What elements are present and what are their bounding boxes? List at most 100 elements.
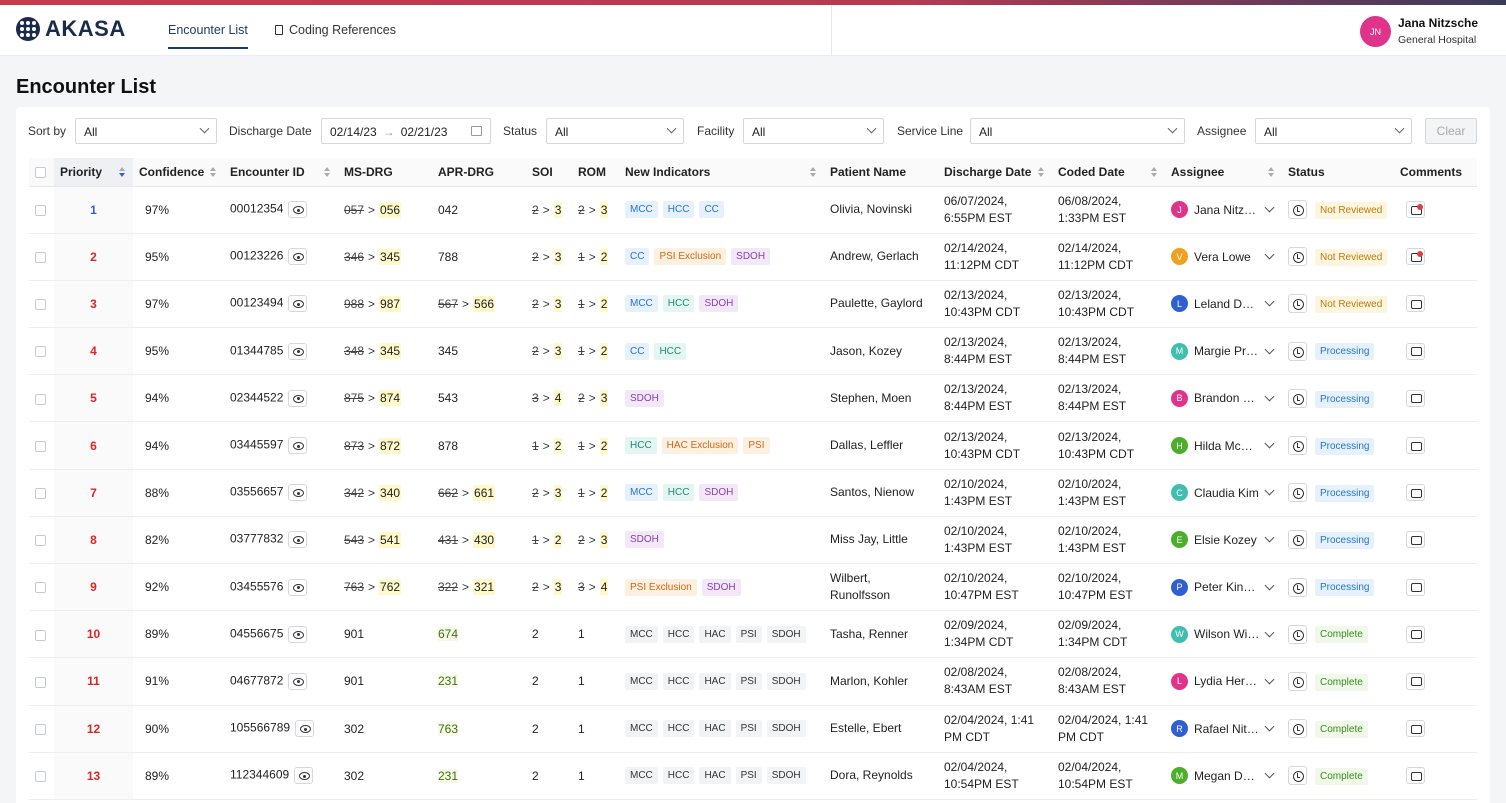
row-checkbox[interactable] bbox=[35, 629, 46, 641]
comment-icon[interactable] bbox=[1406, 720, 1425, 738]
eye-icon[interactable] bbox=[288, 437, 308, 455]
assignee-cell[interactable]: B Brandon Lee bbox=[1165, 374, 1282, 423]
assignee-cell[interactable]: C Claudia Kim bbox=[1165, 469, 1282, 517]
comment-icon[interactable] bbox=[1406, 201, 1425, 219]
comment-icon[interactable] bbox=[1406, 578, 1425, 596]
history-icon[interactable] bbox=[1288, 388, 1307, 408]
assignee-dropdown[interactable]: M Megan Dare bbox=[1171, 767, 1276, 785]
clear-filters-button[interactable]: Clear bbox=[1425, 118, 1477, 144]
tab-encounter-list[interactable]: Encounter List bbox=[168, 23, 248, 37]
comment-icon[interactable] bbox=[1406, 437, 1425, 455]
history-icon[interactable] bbox=[1288, 294, 1307, 314]
table-row[interactable]: 9 92% 03455576 763 >762 322 >321 2 >3 3 >4 PSI Excl… bbox=[29, 563, 1477, 612]
eye-icon[interactable] bbox=[288, 389, 308, 407]
assignee-dropdown[interactable]: P Peter Kinney bbox=[1171, 578, 1276, 596]
row-checkbox[interactable] bbox=[35, 440, 46, 452]
table-row[interactable]: 1 97% 00012354 057 >056 042 2 >3 2 >3 MCC HCC CC Oliv… bbox=[29, 186, 1477, 234]
row-checkbox[interactable] bbox=[35, 488, 46, 500]
table-row[interactable]: 7 88% 03556657 342 >340 662 >661 2 >3 1 >2 MCC HCC SD… bbox=[29, 469, 1477, 517]
col-encounter-id[interactable]: Encounter ID bbox=[224, 158, 338, 187]
row-checkbox[interactable] bbox=[35, 771, 46, 783]
eye-icon[interactable] bbox=[288, 484, 308, 502]
eye-icon[interactable] bbox=[295, 720, 315, 738]
row-checkbox[interactable] bbox=[35, 723, 46, 735]
comment-icon[interactable] bbox=[1406, 389, 1425, 407]
history-icon[interactable] bbox=[1288, 719, 1307, 739]
assignee-dropdown[interactable]: V Vera Lowe bbox=[1171, 248, 1276, 266]
user-avatar[interactable]: JN bbox=[1360, 16, 1391, 47]
eye-icon[interactable] bbox=[294, 767, 314, 785]
history-icon[interactable] bbox=[1288, 624, 1307, 644]
status-select[interactable]: All bbox=[546, 118, 684, 144]
facility-select[interactable]: All bbox=[743, 118, 884, 144]
sort-by-select[interactable]: All bbox=[75, 118, 217, 144]
row-checkbox[interactable] bbox=[35, 676, 46, 688]
eye-icon[interactable] bbox=[288, 625, 308, 643]
comment-icon[interactable] bbox=[1406, 531, 1425, 549]
history-icon[interactable] bbox=[1288, 766, 1307, 786]
comment-icon[interactable] bbox=[1406, 484, 1425, 502]
comment-icon[interactable] bbox=[1406, 342, 1425, 360]
row-checkbox[interactable] bbox=[35, 535, 46, 547]
assignee-select[interactable]: All bbox=[1255, 118, 1412, 144]
assignee-cell[interactable]: L Lydia Herman bbox=[1165, 657, 1282, 706]
eye-icon[interactable] bbox=[288, 531, 308, 549]
comment-icon[interactable] bbox=[1406, 295, 1425, 313]
col-assignee[interactable]: Assignee bbox=[1165, 158, 1282, 187]
comment-icon[interactable] bbox=[1406, 767, 1425, 785]
assignee-dropdown[interactable]: M Margie Price bbox=[1171, 342, 1276, 360]
assignee-cell[interactable]: V Vera Lowe bbox=[1165, 233, 1282, 281]
row-checkbox[interactable] bbox=[35, 346, 46, 358]
row-checkbox[interactable] bbox=[35, 204, 46, 216]
date-to[interactable]: 02/21/23 bbox=[400, 125, 448, 139]
row-checkbox[interactable] bbox=[35, 252, 46, 264]
history-icon[interactable] bbox=[1288, 200, 1307, 220]
col-coded-date[interactable]: Coded Date bbox=[1052, 158, 1165, 187]
table-row[interactable]: 10 89% 04556675 901 674 2 1 MCC HCC HAC PSI SDOH Tas… bbox=[29, 610, 1477, 659]
select-all-checkbox[interactable] bbox=[35, 167, 46, 179]
assignee-dropdown[interactable]: J Jana Nitzsche bbox=[1171, 201, 1276, 219]
comment-icon[interactable] bbox=[1406, 625, 1425, 643]
history-icon[interactable] bbox=[1288, 530, 1307, 550]
assignee-dropdown[interactable]: E Elsie Kozey bbox=[1171, 531, 1276, 549]
col-discharge-date[interactable]: Discharge Date bbox=[938, 158, 1052, 187]
table-row[interactable]: 12 90% 105566789 302 763 2 1 MCC HCC HAC PSI SDOH Es… bbox=[29, 705, 1477, 753]
akasa-logo[interactable]: AKASA bbox=[16, 16, 126, 42]
eye-icon[interactable] bbox=[288, 578, 308, 596]
history-icon[interactable] bbox=[1288, 436, 1307, 456]
row-checkbox[interactable] bbox=[35, 393, 46, 405]
assignee-cell[interactable]: M Megan Dare bbox=[1165, 752, 1282, 800]
table-row[interactable]: 13 89% 112344609 302 231 2 1 MCC HCC HAC PSI SDOH Do… bbox=[29, 752, 1477, 800]
eye-icon[interactable] bbox=[288, 295, 308, 313]
assignee-dropdown[interactable]: L Leland Davis bbox=[1171, 295, 1276, 313]
assignee-cell[interactable]: W Wilson Wiley bbox=[1165, 610, 1282, 659]
assignee-dropdown[interactable]: R Rafael Nitzsche bbox=[1171, 720, 1276, 738]
table-row[interactable]: 4 95% 01344785 348 >345 345 2 >3 1 >2 CC HCC Jason, … bbox=[29, 327, 1477, 376]
table-row[interactable]: 6 94% 03445597 873 >872 878 1 >2 1 >2 HCC HAC Exclu… bbox=[29, 421, 1477, 470]
eye-icon[interactable] bbox=[288, 342, 308, 360]
assignee-cell[interactable]: M Margie Price bbox=[1165, 327, 1282, 376]
col-confidence[interactable]: Confidence bbox=[133, 158, 224, 187]
history-icon[interactable] bbox=[1288, 483, 1307, 503]
table-row[interactable]: 11 91% 04677872 901 231 2 1 MCC HCC HAC PSI SDOH Mar… bbox=[29, 657, 1477, 706]
history-icon[interactable] bbox=[1288, 341, 1307, 361]
assignee-cell[interactable]: R Rafael Nitzsche bbox=[1165, 705, 1282, 753]
discharge-date-range-picker[interactable]: 02/14/23 → 02/21/23 bbox=[321, 118, 491, 144]
table-row[interactable]: 3 97% 00123494 988 >987 567 >566 2 >3 1 >2 MCC HCC SD… bbox=[29, 280, 1477, 329]
history-icon[interactable] bbox=[1288, 671, 1307, 691]
assignee-dropdown[interactable]: B Brandon Lee bbox=[1171, 389, 1276, 407]
assignee-dropdown[interactable]: W Wilson Wiley bbox=[1171, 625, 1276, 643]
service-line-select[interactable]: All bbox=[970, 118, 1185, 144]
date-from[interactable]: 02/14/23 bbox=[330, 125, 377, 139]
row-checkbox[interactable] bbox=[35, 299, 46, 311]
history-icon[interactable] bbox=[1288, 247, 1307, 267]
eye-icon[interactable] bbox=[288, 248, 308, 266]
table-row[interactable]: 8 82% 03777832 543 >541 431 >430 1 >2 2 >3 SDOH Miss… bbox=[29, 516, 1477, 565]
assignee-cell[interactable]: P Peter Kinney bbox=[1165, 563, 1282, 612]
assignee-dropdown[interactable]: L Lydia Herman bbox=[1171, 672, 1276, 690]
tab-coding-references[interactable]: Coding References bbox=[275, 23, 396, 37]
eye-icon[interactable] bbox=[288, 201, 308, 219]
assignee-cell[interactable]: L Leland Davis bbox=[1165, 280, 1282, 329]
history-icon[interactable] bbox=[1288, 577, 1307, 597]
assignee-dropdown[interactable]: H Hilda McCoy bbox=[1171, 437, 1276, 455]
